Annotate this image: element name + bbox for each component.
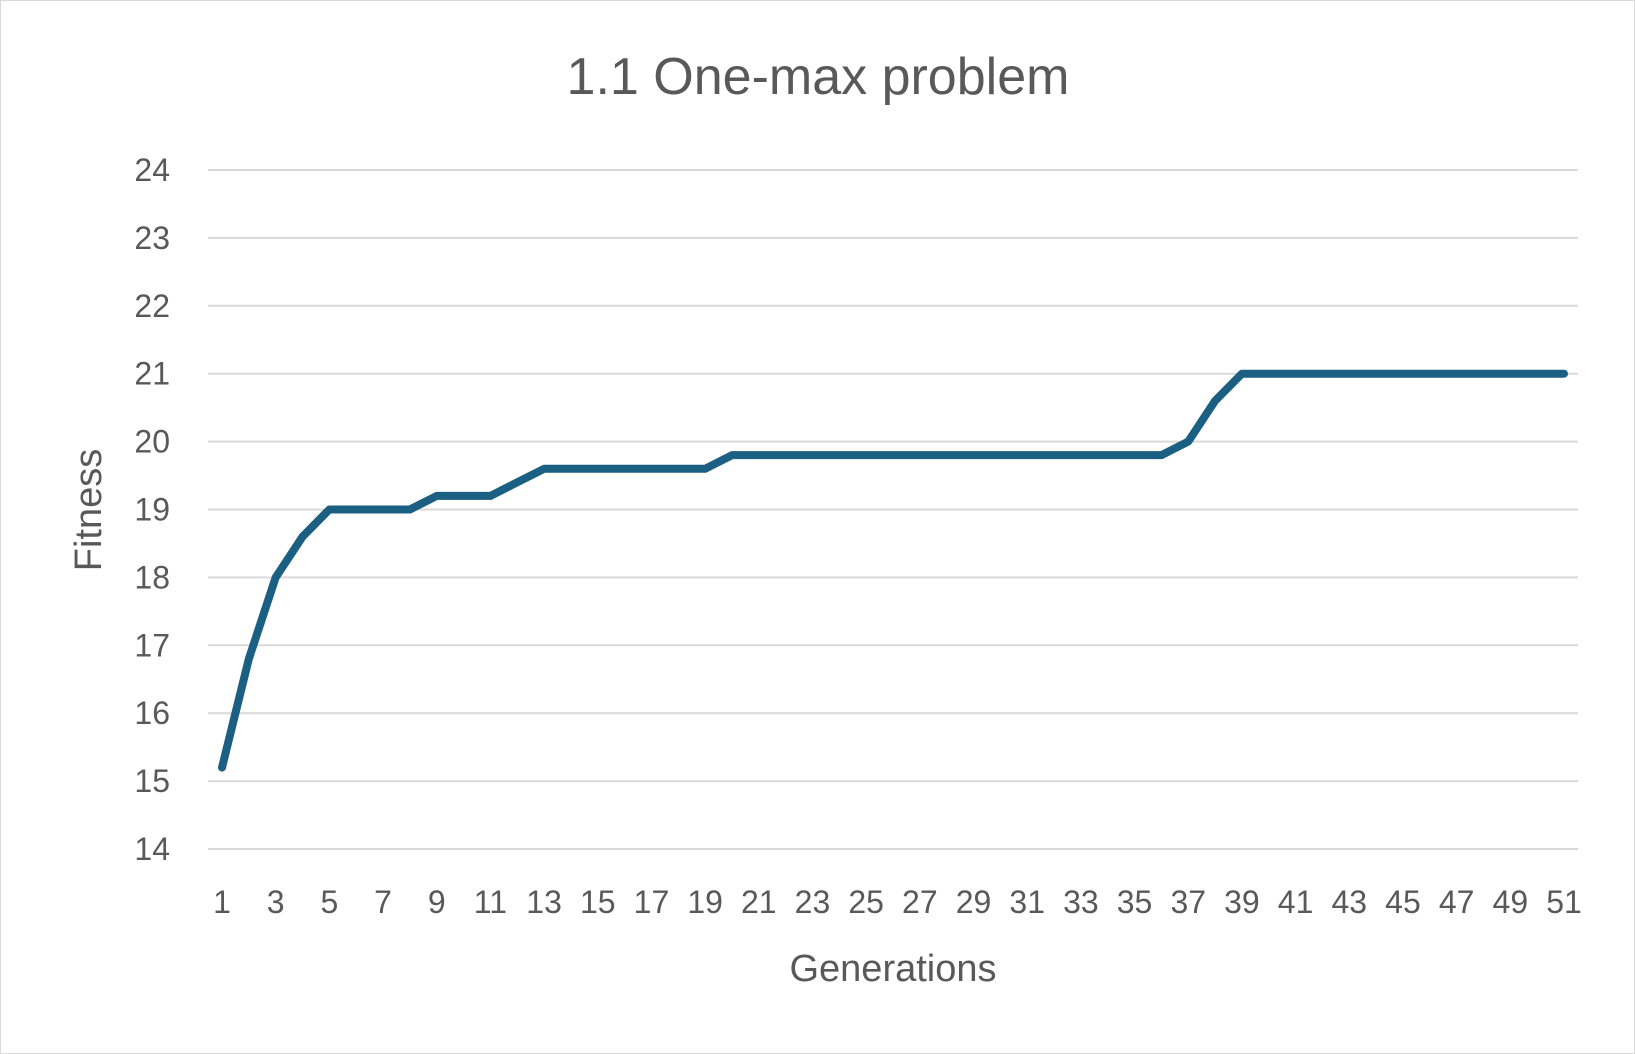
x-tick-label: 49	[1493, 884, 1529, 920]
x-tick-label: 27	[902, 884, 938, 920]
x-tick-label: 29	[956, 884, 992, 920]
y-tick-label: 22	[134, 288, 170, 324]
chart-title: 1.1 One-max problem	[567, 48, 1070, 106]
y-tick-label: 16	[134, 695, 170, 731]
y-tick-label: 15	[134, 763, 170, 799]
x-axis-ticks: 1 3 5 7 9 11 13 15 17 19 21 23 25 27 29 31 33 35 37 39 41 43 4…	[213, 884, 1582, 920]
x-tick-label: 7	[374, 884, 392, 920]
x-tick-label: 3	[267, 884, 285, 920]
x-tick-label: 17	[634, 884, 670, 920]
y-tick-label: 23	[134, 220, 170, 256]
x-tick-label: 41	[1278, 884, 1314, 920]
y-tick-label: 14	[134, 831, 170, 867]
x-tick-label: 19	[687, 884, 723, 920]
x-tick-label: 13	[526, 884, 562, 920]
x-tick-label: 33	[1063, 884, 1099, 920]
gridlines	[208, 169, 1578, 850]
x-tick-label: 35	[1117, 884, 1153, 920]
x-tick-label: 5	[320, 884, 338, 920]
series-layer	[218, 369, 1568, 772]
x-tick-label: 15	[580, 884, 616, 920]
x-tick-label: 47	[1439, 884, 1475, 920]
y-tick-label: 20	[134, 424, 170, 460]
series-line-0	[218, 369, 1568, 772]
x-tick-label: 25	[848, 884, 884, 920]
y-axis-title: Fitness	[68, 449, 110, 571]
x-tick-label: 43	[1331, 884, 1367, 920]
y-tick-label: 18	[134, 559, 170, 595]
x-tick-label: 9	[428, 884, 446, 920]
y-tick-label: 24	[134, 152, 170, 188]
x-tick-label: 37	[1170, 884, 1206, 920]
x-tick-label: 31	[1009, 884, 1045, 920]
x-tick-label: 45	[1385, 884, 1421, 920]
x-tick-label: 23	[795, 884, 831, 920]
x-tick-label: 1	[213, 884, 231, 920]
y-axis-ticks: 14 15 16 17 18 19 20 21 22 23 24	[134, 152, 170, 867]
x-tick-label: 51	[1546, 884, 1582, 920]
y-tick-label: 19	[134, 492, 170, 528]
y-tick-label: 21	[134, 356, 170, 392]
x-tick-label: 21	[741, 884, 777, 920]
x-tick-label: 39	[1224, 884, 1260, 920]
x-tick-label: 11	[474, 884, 507, 920]
y-tick-label: 17	[134, 627, 170, 663]
x-axis-title: Generations	[789, 948, 996, 990]
